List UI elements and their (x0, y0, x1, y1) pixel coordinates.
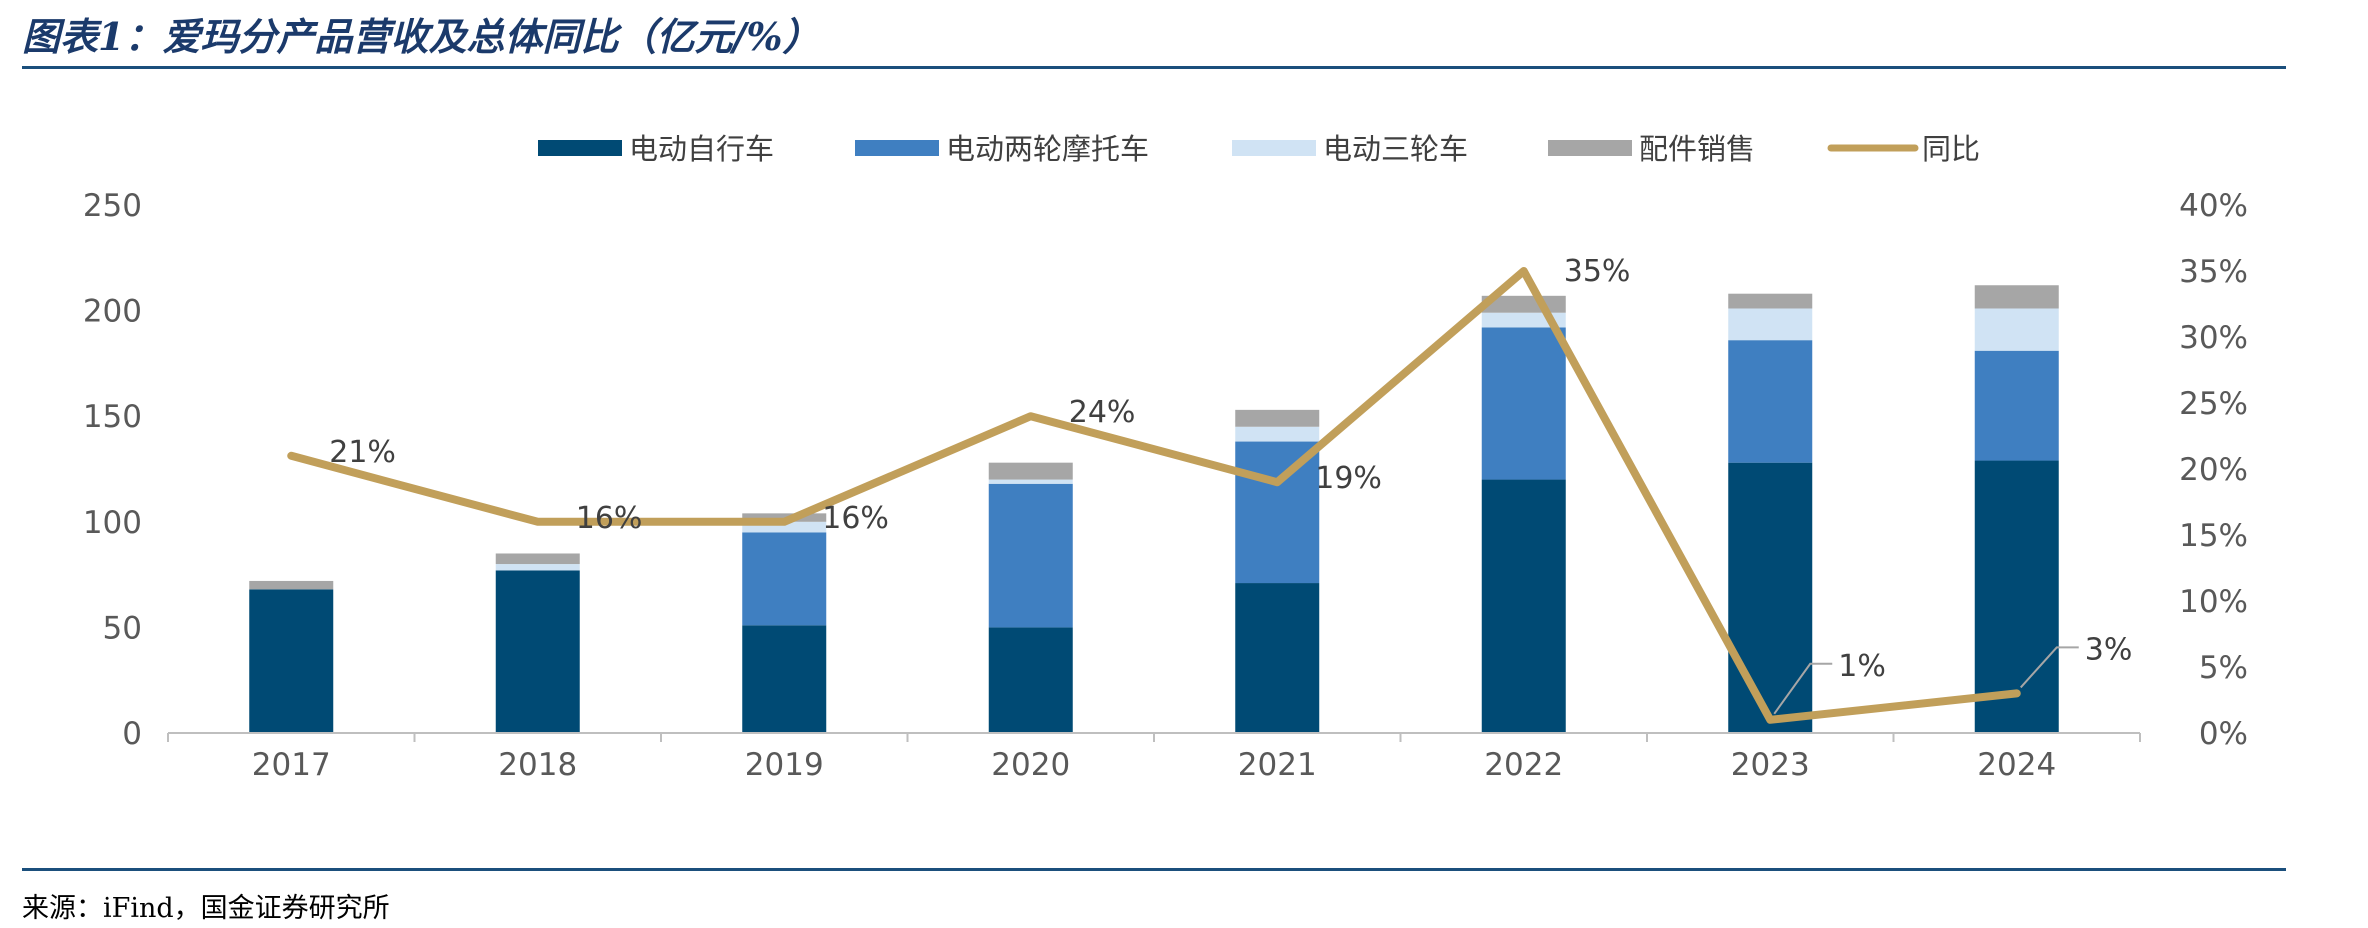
bar-2022-series-1 (1481, 327, 1566, 480)
bar-2018-series-2 (495, 564, 580, 571)
y-right-tick-label: 30% (2179, 320, 2248, 356)
yoy-data-label: 3% (2085, 632, 2133, 667)
bar-2021-series-2 (1235, 426, 1320, 442)
legend-swatch-0 (538, 140, 622, 156)
line-layer (287, 267, 2021, 724)
y-right-tick-label: 25% (2179, 386, 2248, 422)
legend-swatch-1 (855, 140, 939, 156)
data-label-leader (2020, 646, 2079, 689)
legend-label-2: 电动三轮车 (1323, 132, 1468, 166)
x-tick-label: 2018 (498, 747, 577, 783)
yoy-data-label: 35% (1564, 254, 1631, 289)
x-tick-label: 2022 (1484, 747, 1563, 783)
source-divider (22, 868, 2286, 871)
data-labels-layer: 21% 16% 16% 24% 19% 35% 1% 3% (329, 254, 2133, 715)
bar-2023-series-2 (1728, 308, 1813, 341)
y-right-tick-label: 0% (2199, 716, 2248, 752)
figure-title: 图表1：爱玛分产品营收及总体同比（亿元/%） (22, 14, 821, 59)
bar-2020-series-3 (988, 462, 1073, 480)
yoy-point-2018 (536, 520, 540, 524)
bar-2020-series-2 (988, 479, 1073, 484)
bar-2021-series-0 (1235, 583, 1320, 733)
y-right-tick-label: 40% (2179, 188, 2248, 224)
y-right-tick-label: 35% (2179, 254, 2248, 290)
yoy-data-label: 16% (822, 501, 889, 536)
y-axis-left: 0 50 100 150 200 250 (83, 188, 142, 752)
x-tick-label: 2019 (745, 747, 824, 783)
y-right-tick-label: 15% (2179, 518, 2248, 554)
y-right-tick-label: 5% (2199, 650, 2248, 686)
y-right-tick-label: 10% (2179, 584, 2248, 620)
legend-label-0: 电动自行车 (629, 132, 774, 166)
y-left-tick-label: 250 (83, 188, 142, 224)
yoy-data-label: 19% (1315, 461, 1382, 496)
bar-2019-series-1 (742, 532, 827, 626)
yoy-point-2020 (1029, 414, 1033, 418)
legend-swatch-3 (1548, 140, 1632, 156)
legend-label-3: 配件销售 (1639, 132, 1755, 166)
bar-2021-series-1 (1235, 441, 1320, 584)
x-tick-label: 2021 (1238, 747, 1317, 783)
y-right-tick-label: 20% (2179, 452, 2248, 488)
yoy-data-label: 24% (1069, 395, 1136, 430)
yoy-point-2019 (782, 520, 786, 524)
legend-label-1: 电动两轮摩托车 (946, 132, 1149, 166)
y-left-tick-label: 0 (122, 716, 142, 752)
y-left-tick-label: 50 (103, 610, 142, 646)
x-axis: 2017 2018 2019 2020 2021 2022 2023 2024 (167, 732, 2141, 783)
yoy-point-2023 (1768, 718, 1772, 722)
bar-2024-series-1 (1974, 350, 2059, 461)
x-tick-label: 2023 (1731, 747, 1810, 783)
legend-label-4: 同比 (1922, 132, 1980, 166)
bar-2023-series-0 (1728, 462, 1813, 733)
title-divider (22, 66, 2286, 69)
y-axis-right: 0% 5% 10% 15% 20% 25% 30% 35% 40% (2179, 188, 2248, 752)
y-left-tick-label: 200 (83, 294, 142, 330)
x-tick-label: 2024 (1977, 747, 2056, 783)
yoy-point-2022 (1522, 269, 1526, 273)
bar-2020-series-1 (988, 483, 1073, 628)
bar-2018-series-0 (495, 570, 580, 733)
yoy-line (287, 267, 2021, 724)
bar-2018-series-3 (495, 553, 580, 565)
bar-2022-series-0 (1481, 479, 1566, 733)
bar-2017-series-3 (249, 580, 334, 590)
y-left-tick-label: 150 (83, 399, 142, 435)
yoy-data-label: 1% (1838, 649, 1886, 684)
bar-2020-series-0 (988, 627, 1073, 733)
bar-2017-series-0 (249, 589, 334, 733)
bar-2023-series-1 (1728, 340, 1813, 463)
yoy-point-2021 (1275, 480, 1279, 484)
chart-legend: 电动自行车 电动两轮摩托车 电动三轮车 配件销售 同比 (538, 132, 1980, 166)
bar-2019-series-2 (742, 521, 827, 533)
yoy-data-label: 16% (576, 501, 643, 536)
bar-2021-series-3 (1235, 409, 1320, 427)
bar-2023-series-3 (1728, 293, 1813, 309)
legend-swatch-2 (1232, 140, 1316, 156)
source-note: 来源：iFind，国金证券研究所 (22, 893, 390, 924)
bar-2024-series-0 (1974, 460, 2059, 733)
data-label-leader (1773, 662, 1833, 715)
x-tick-label: 2017 (252, 747, 331, 783)
yoy-data-label: 21% (329, 435, 396, 470)
bars-layer (249, 285, 2059, 733)
yoy-point-2017 (289, 454, 293, 458)
bar-2019-series-0 (742, 625, 827, 733)
bar-2024-series-2 (1974, 308, 2059, 351)
y-left-tick-label: 100 (83, 505, 142, 541)
x-tick-label: 2020 (991, 747, 1070, 783)
yoy-point-2024 (2015, 691, 2019, 695)
bar-2024-series-3 (1974, 285, 2059, 309)
